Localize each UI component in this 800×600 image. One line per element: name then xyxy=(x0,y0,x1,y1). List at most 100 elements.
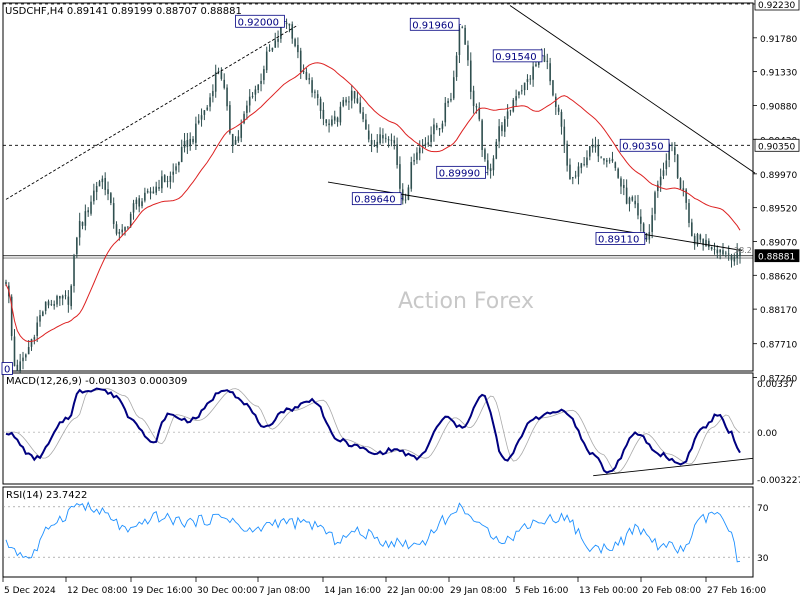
candle-body xyxy=(413,159,415,162)
candle-body xyxy=(61,295,64,299)
candle-body xyxy=(356,98,359,103)
x-tick-label: 14 Jan 16:00 xyxy=(324,586,381,596)
x-tick-label: 27 Feb 16:00 xyxy=(707,586,766,596)
candle-body xyxy=(699,234,702,240)
candle-body xyxy=(263,69,265,81)
candle-body xyxy=(549,63,551,82)
candle-body xyxy=(365,119,367,130)
candle-body xyxy=(682,188,685,191)
price-axis-tag xyxy=(754,249,800,263)
price-y-tick-label: 0.91330 xyxy=(760,69,797,79)
candle-body xyxy=(452,77,455,99)
candle-body xyxy=(331,119,333,126)
candle-body xyxy=(725,252,727,254)
candle-body xyxy=(441,123,444,129)
candle-body xyxy=(22,357,24,362)
candle-body xyxy=(501,125,503,132)
candle-body xyxy=(668,143,670,160)
candle-body xyxy=(416,152,418,160)
candle-body xyxy=(671,144,673,146)
candle-body xyxy=(617,168,619,178)
candle-body xyxy=(101,178,104,183)
candle-body xyxy=(152,191,155,194)
candle-body xyxy=(489,168,492,172)
price-axis-tag-label: 0.90350 xyxy=(758,142,795,152)
falling-wedge-upper-line xyxy=(509,5,756,174)
candle-body xyxy=(350,90,353,101)
candle-body xyxy=(149,191,152,194)
x-tick-label: 20 Feb 08:00 xyxy=(642,586,701,596)
candle-body xyxy=(566,143,568,166)
candle-body xyxy=(665,160,668,169)
candle-body xyxy=(557,107,560,112)
price-header: USDCHF,H4 0.89141 0.89199 0.88707 0.8888… xyxy=(5,6,242,17)
candle-body xyxy=(209,97,211,107)
candle-body xyxy=(651,215,653,232)
candle-body xyxy=(95,186,98,193)
price-panel: 0.92000 0.91960 0.91540 0.90350 0.89990 0.896… xyxy=(1,3,756,375)
candle-body xyxy=(84,211,87,226)
rsi-y-tick-label: 70 xyxy=(757,504,769,514)
candle-body xyxy=(498,126,500,142)
candle-body xyxy=(393,140,396,144)
price-axis-tag xyxy=(754,0,800,11)
candle-body xyxy=(433,124,435,135)
candle-body xyxy=(169,175,172,182)
candle-body xyxy=(16,364,19,371)
candle-body xyxy=(503,119,506,132)
candle-body xyxy=(382,135,384,139)
price-y-tick-label: 0.91780 xyxy=(760,35,797,45)
candle-body xyxy=(90,201,92,214)
candle-body xyxy=(438,128,441,130)
price-axis-tag xyxy=(754,138,800,152)
candle-body xyxy=(492,158,495,171)
moving-average-line xyxy=(5,62,741,343)
fib-level-label: 38.2 xyxy=(734,246,752,255)
candle-body xyxy=(455,55,458,78)
candle-body xyxy=(674,147,676,155)
candle-body xyxy=(107,189,109,195)
candle-body xyxy=(277,38,279,42)
candle-body xyxy=(642,223,645,235)
candle-body xyxy=(719,249,721,253)
candle-body xyxy=(10,296,13,337)
candle-body xyxy=(183,140,186,148)
macd-signal-line xyxy=(6,388,741,473)
candle-body xyxy=(44,301,47,311)
candle-body xyxy=(464,27,466,45)
candle-body xyxy=(475,106,478,108)
candle-body xyxy=(583,164,585,166)
price-annotation-tag xyxy=(619,138,670,152)
candle-body xyxy=(373,144,376,147)
candle-body xyxy=(135,199,138,205)
candle-body xyxy=(526,79,529,83)
candle-body xyxy=(535,64,537,67)
candle-body xyxy=(161,176,163,189)
candle-body xyxy=(467,45,469,61)
candle-body xyxy=(515,96,517,101)
price-annotation-label: 0.89990 xyxy=(439,168,480,179)
x-tick-label: 7 Jan 08:00 xyxy=(259,586,311,596)
candle-body xyxy=(104,178,106,190)
candle-body xyxy=(274,40,277,48)
candle-body xyxy=(481,120,483,150)
candle-body xyxy=(478,107,481,120)
candle-body xyxy=(311,80,313,93)
candle-body xyxy=(688,203,690,223)
candle-body xyxy=(243,113,245,124)
candle-body xyxy=(523,82,526,91)
candle-body xyxy=(685,189,687,203)
candle-body xyxy=(608,160,611,162)
candle-body xyxy=(716,249,719,254)
candle-body xyxy=(634,200,636,205)
candle-body xyxy=(251,96,254,97)
candle-body xyxy=(705,239,707,247)
candle-body xyxy=(254,89,257,95)
candle-body xyxy=(571,177,574,179)
candle-body xyxy=(129,213,132,227)
candle-body xyxy=(291,24,294,39)
rsi-y-tick-label: 30 xyxy=(757,554,769,564)
candle-body xyxy=(574,175,577,177)
candle-body xyxy=(39,315,41,322)
